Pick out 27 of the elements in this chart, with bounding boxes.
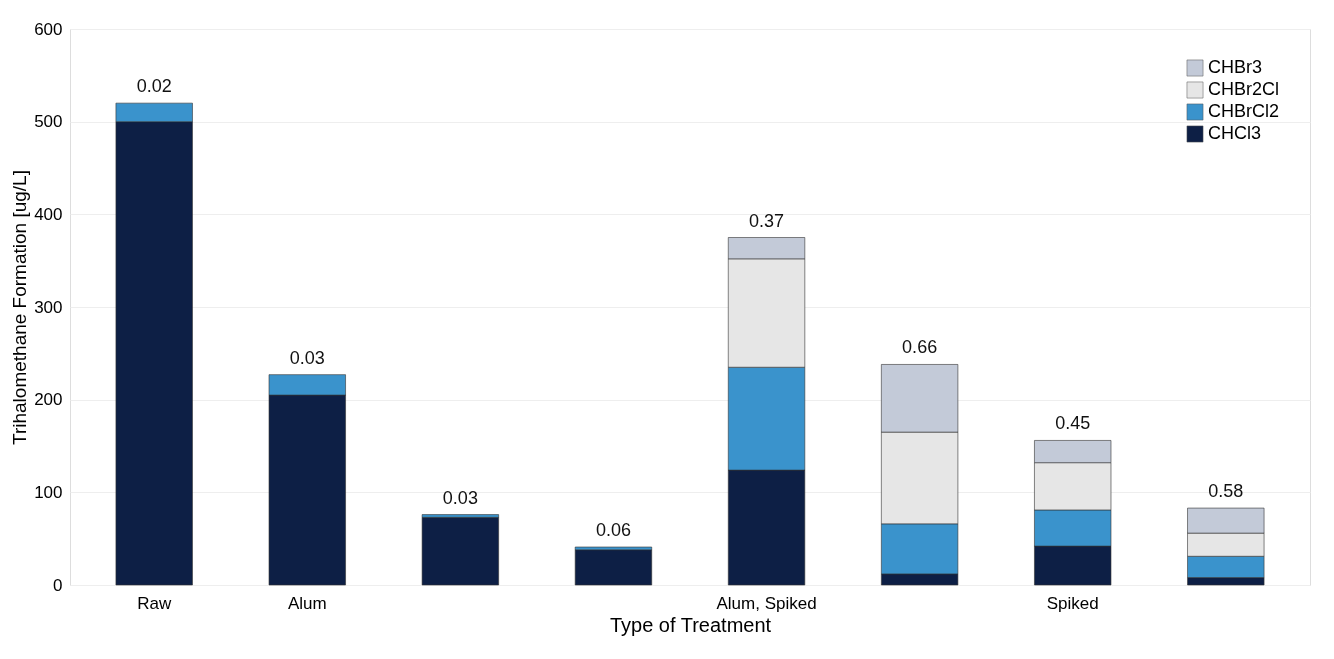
annotation: 0.66 [902,337,938,358]
annotation: 0.06 [595,520,631,541]
annotation: 0.58 [1208,481,1244,502]
y-tick-label: 200 [34,390,63,410]
bar [421,517,499,586]
annotation: 0.37 [749,210,785,231]
y-tick-label: 500 [34,112,63,132]
annotation: 0.02 [136,76,172,97]
y-tick-label: 300 [34,297,63,317]
legend-label: CHBr3 [1208,57,1263,77]
legend-label: CHBr2Cl [1208,79,1280,99]
x-tick-label: Spiked [1046,593,1099,613]
y-tick-label: 600 [34,19,63,39]
x-tick-label: Alum [287,593,327,613]
y-tick-label: 100 [34,482,63,502]
bar [574,549,653,586]
x-tick-label: Raw [137,593,172,613]
y-tick-label: 400 [34,204,63,224]
x-tick-label: Alum, Spiked [716,593,817,613]
annotation: 0.03 [442,487,478,508]
legend-label: CHBrCl2 [1208,101,1280,121]
y-tick-label: 0 [53,575,63,595]
legend-label: CHCl3 [1208,123,1262,143]
x-axis-title: Type of Treatment [609,613,772,636]
annotation: 0.45 [1055,413,1091,434]
annotation: 0.03 [289,347,325,368]
y-axis-title: Trihalomethane Formation [ug/L] [9,170,31,445]
